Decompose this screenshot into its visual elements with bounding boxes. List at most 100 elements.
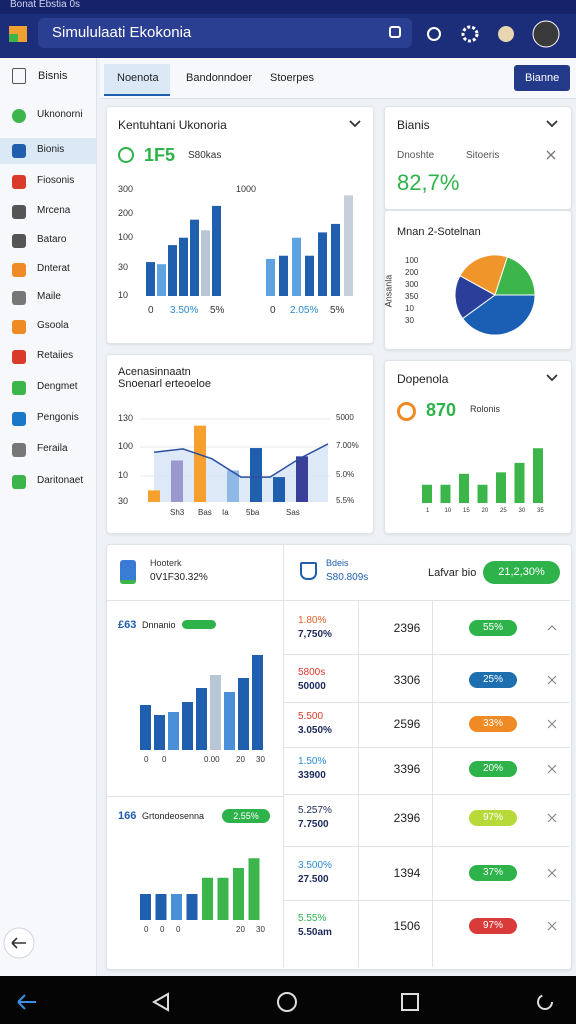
chevron-icon (546, 374, 558, 382)
row-badge: 20% (469, 761, 517, 777)
sidebar-item[interactable]: Bionis (37, 144, 65, 155)
notification-icon[interactable] (498, 26, 514, 42)
nav-home[interactable] (277, 992, 297, 1012)
icon-mark (547, 921, 557, 931)
stat-label: Rolonis (470, 404, 501, 414)
sidebar-item[interactable]: Retaiies (37, 350, 74, 361)
sidebar-item[interactable]: Gsoola (37, 320, 69, 331)
x-label: 0.00 (204, 755, 220, 764)
collapse-icon[interactable] (547, 623, 557, 633)
back-button[interactable] (2, 926, 36, 960)
summary-badge: 21,2,30% (483, 561, 560, 584)
axis-label: 300 (118, 184, 134, 194)
remove-icon[interactable] (547, 719, 557, 729)
card-title: Kentuhtani Ukonoria (118, 118, 227, 132)
tab[interactable]: Bandonndoer (186, 72, 253, 84)
sidebar-item[interactable]: Fiosonis (37, 175, 75, 186)
row-count: 2396 (393, 621, 421, 635)
chevron[interactable] (546, 120, 558, 128)
x-label: 5% (330, 305, 345, 316)
refresh-icon[interactable] (427, 27, 441, 41)
chevron-icon (546, 120, 558, 128)
tab[interactable]: Noenota (117, 72, 159, 84)
tab-bar (100, 58, 576, 99)
profile-avatar[interactable] (532, 20, 560, 48)
sidebar-item[interactable]: Daritonaet (37, 475, 84, 486)
x-label: 5% (210, 305, 225, 316)
action-button[interactable]: Bianne (514, 65, 570, 91)
remove-icon[interactable] (547, 675, 557, 685)
row-value-bottom: 7.7500 (298, 819, 329, 830)
sidebar-icon (12, 234, 26, 248)
icon-mark (547, 719, 557, 729)
x-label: 1 (426, 508, 430, 514)
sidebar-icon (12, 205, 26, 219)
row-badge: 25% (469, 672, 517, 688)
card-title: Dopenola (397, 372, 449, 386)
axis-label: 10 (118, 290, 129, 300)
sidebar-item[interactable]: Maile (37, 291, 61, 302)
sidebar-item[interactable]: Dnterat (37, 263, 70, 274)
back-arrow (11, 937, 26, 949)
axis-label: 350 (405, 292, 419, 301)
sidebar-item[interactable]: Feraila (37, 443, 68, 454)
row-count: 3396 (393, 762, 421, 776)
row-badge-text: 55% (482, 622, 503, 633)
x-label: 3.50% (170, 305, 199, 316)
row-badge: 55% (469, 620, 517, 636)
row-divider (284, 702, 570, 703)
sidebar (0, 58, 97, 976)
remove-icon[interactable] (547, 921, 557, 931)
lock-icon[interactable] (389, 26, 401, 38)
pie-slice (461, 294, 536, 336)
kpi-card (384, 106, 572, 210)
row-value-bottom: 33900 (298, 770, 326, 781)
sidebar-item[interactable]: Mrcena (37, 205, 71, 216)
kpi-label: Dnoshte (397, 150, 435, 161)
x-label: 0 (270, 305, 276, 316)
sidebar-menu[interactable]: Bisnis (38, 70, 68, 82)
nav-assist[interactable] (537, 994, 553, 1010)
row-value-top: 1.80% (298, 615, 327, 626)
axis-label: 100 (405, 256, 419, 265)
summary-card (106, 544, 572, 970)
col-divider (358, 601, 359, 967)
axis-label: 10 (118, 470, 129, 480)
sidebar-item[interactable]: Bataro (37, 234, 67, 245)
row-divider (284, 794, 570, 795)
axis-label: 1000 (236, 184, 257, 194)
row-badge-text: 97% (482, 812, 503, 823)
remove-icon[interactable] (547, 764, 557, 774)
close-mark (546, 150, 556, 160)
remove-icon[interactable] (547, 868, 557, 878)
search-box[interactable] (38, 18, 412, 48)
nav-recents[interactable] (401, 993, 419, 1011)
axis-label: 300 (405, 280, 419, 289)
settings-icon[interactable] (461, 25, 479, 43)
nav-back-blue[interactable] (17, 994, 36, 1010)
sidebar-item[interactable]: Dengmet (37, 381, 78, 392)
action-button-label: Bianne (525, 72, 560, 84)
icon-mark (547, 625, 557, 631)
row-count: 2396 (393, 811, 421, 825)
app-title: Simululaati Ekokonia (52, 24, 192, 41)
sidebar-item[interactable]: Uknonorni (37, 109, 83, 120)
axis-label-right: 5000 (336, 413, 354, 422)
summary-badge-text: 21,2,30% (498, 566, 545, 578)
chevron[interactable] (546, 374, 558, 382)
sidebar-item[interactable]: Pengonis (37, 412, 79, 423)
tab[interactable]: Stoerpes (270, 72, 315, 84)
row-badge-text: 97% (482, 920, 503, 931)
remove-icon[interactable] (547, 813, 557, 823)
nav-back[interactable] (151, 992, 169, 1012)
row-value-top: 5800s (298, 667, 326, 678)
chart-title: £63 (118, 619, 137, 631)
icon-mark (547, 675, 557, 685)
stat-icon (397, 402, 416, 421)
deposits-card (384, 360, 572, 534)
x-label: 15 (463, 508, 470, 514)
menu-icon (12, 68, 26, 84)
row-count: 2596 (393, 717, 421, 731)
x-label: 0 (144, 755, 149, 764)
chevron[interactable] (349, 120, 361, 128)
